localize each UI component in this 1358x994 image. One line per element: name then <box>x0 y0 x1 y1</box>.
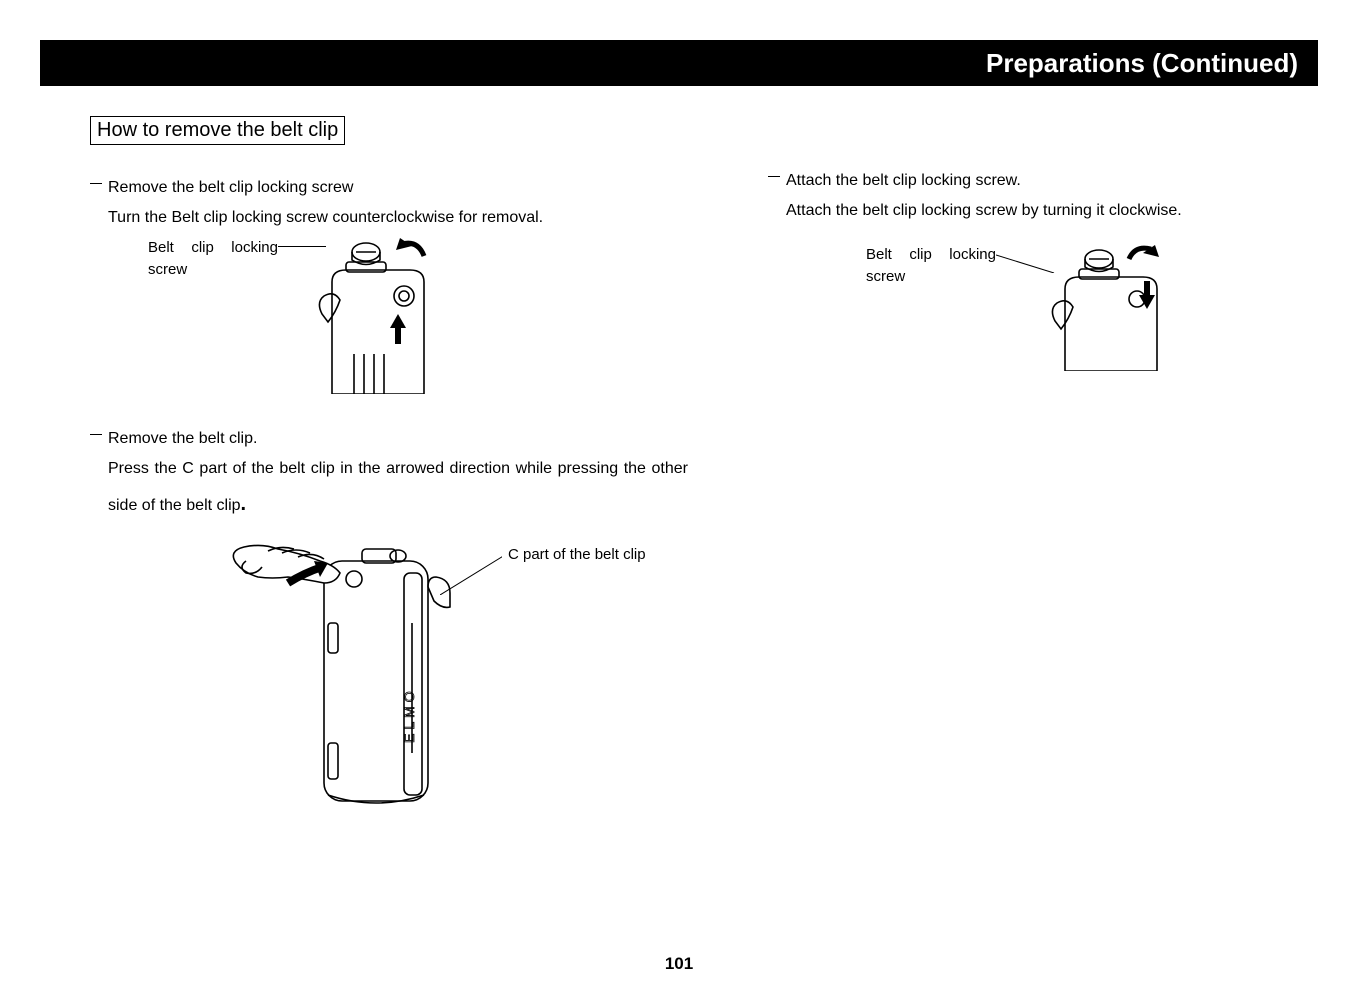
figure-1: Belt clip locking screw <box>148 234 468 394</box>
device-illustration-2: ELMO <box>228 543 458 813</box>
step-2-body: Press the C part of the belt clip in the… <box>108 454 688 522</box>
right-column: Attach the belt clip locking screw. Atta… <box>768 116 1268 853</box>
section-title-box: How to remove the belt clip <box>90 116 345 145</box>
figure-2: C part of the belt clip <box>228 543 688 823</box>
page-title: Preparations (Continued) <box>986 48 1298 79</box>
page-header: Preparations (Continued) <box>40 40 1318 86</box>
device-illustration-1 <box>318 234 468 394</box>
step-1: Remove the belt clip locking screw Turn … <box>90 173 688 394</box>
step-3-title: Attach the belt clip locking screw. <box>786 166 1268 196</box>
left-column: How to remove the belt clip Remove the b… <box>90 116 688 853</box>
device-illustration-3 <box>1051 241 1181 371</box>
section-title: How to remove the belt clip <box>97 119 338 141</box>
step-3: Attach the belt clip locking screw. Atta… <box>768 166 1268 381</box>
content-area: How to remove the belt clip Remove the b… <box>0 86 1358 853</box>
figure-3-label: Belt clip locking screw <box>866 244 996 289</box>
figure-3: Belt clip locking screw <box>866 241 1186 381</box>
figure-3-leader-line <box>996 253 1056 273</box>
step-3-body: Attach the belt clip locking screw by tu… <box>786 196 1268 226</box>
page-number: 101 <box>0 954 1358 974</box>
figure-2-label: C part of the belt clip <box>508 546 646 563</box>
step-2: Remove the belt clip. Press the C part o… <box>90 424 688 823</box>
figure-1-label: Belt clip locking screw <box>148 237 278 282</box>
step-1-title: Remove the belt clip locking screw <box>108 173 688 203</box>
step-2-body-text: Press the C part of the belt clip in the… <box>108 460 688 513</box>
step-2-period: . <box>241 493 247 515</box>
step-1-body: Turn the Belt clip locking screw counter… <box>108 203 688 233</box>
step-2-title: Remove the belt clip. <box>108 424 688 454</box>
svg-text:ELMO: ELMO <box>401 687 417 743</box>
